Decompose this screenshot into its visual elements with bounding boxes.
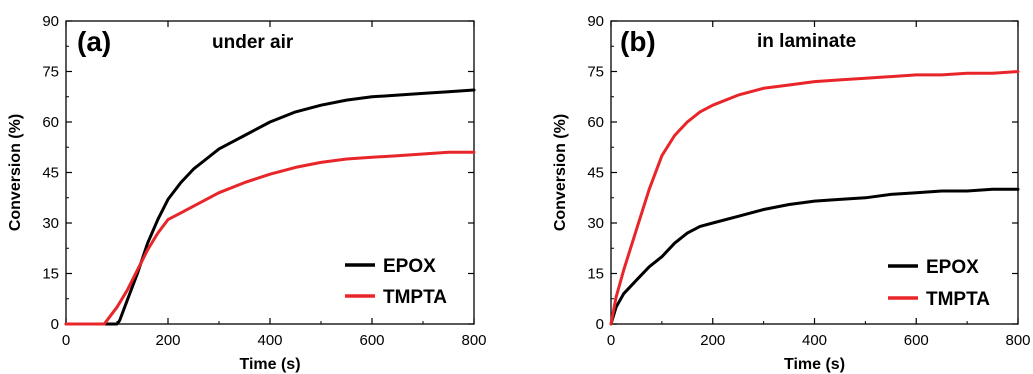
legend-label-epox: EPOX (383, 256, 436, 277)
y-tick-label: 15 (587, 266, 604, 283)
y-tick-label: 45 (587, 165, 604, 182)
legend-label-epox: EPOX (926, 257, 979, 278)
series-line-epox (609, 187, 1020, 326)
plot-frame (610, 20, 1019, 325)
x-axis-title: Time (s) (784, 356, 845, 373)
plot-frame (65, 20, 475, 325)
y-tick-label: 30 (587, 215, 604, 232)
x-tick-label: 200 (700, 332, 725, 349)
y-tick-label: 45 (42, 165, 59, 182)
x-tick-label: 200 (155, 332, 180, 349)
y-tick-label: 30 (42, 215, 59, 232)
chart-panel-a: 0 200 400 600 800 0 15 30 45 60 75 90 Time (s) Conver… (7, 13, 487, 373)
series-line-tmpta (609, 70, 1020, 326)
panel-label: (b) (620, 26, 656, 57)
x-tick-label: 0 (607, 332, 615, 349)
panel-title: in laminate (757, 31, 856, 52)
y-tick-label: 60 (587, 114, 604, 131)
legend-label-tmpta: TMPTA (926, 289, 990, 310)
y-tick-label: 75 (42, 64, 59, 81)
legend-label-tmpta: TMPTA (383, 287, 447, 308)
x-tick-label: 600 (904, 332, 929, 349)
y-tick-label: 15 (42, 266, 59, 283)
y-tick-label: 90 (42, 13, 59, 30)
x-tick-label: 600 (359, 332, 384, 349)
x-tick-label: 0 (62, 332, 70, 349)
y-tick-label: 0 (596, 316, 604, 333)
y-tick-label: 75 (587, 64, 604, 81)
x-axis-title: Time (s) (239, 356, 300, 373)
series-line-epox (64, 88, 476, 326)
x-tick-label: 800 (1005, 332, 1030, 349)
y-tick-label: 60 (42, 114, 59, 131)
y-tick-label: 90 (587, 13, 604, 30)
panel-title: under air (212, 32, 294, 53)
y-axis-title: Conversion (%) (7, 114, 24, 231)
chart-panel-b: 0 200 400 600 800 0 15 30 45 60 75 90 Time (s) Conver… (552, 13, 1031, 373)
series-line-tmpta (64, 150, 476, 326)
legend: EPOX TMPTA (345, 256, 447, 308)
x-tick-label: 400 (802, 332, 827, 349)
y-tick-label: 0 (51, 316, 59, 333)
panel-label: (a) (77, 26, 111, 57)
y-axis-title: Conversion (%) (552, 114, 569, 231)
legend: EPOX TMPTA (888, 257, 990, 310)
x-tick-label: 800 (461, 332, 486, 349)
x-tick-label: 400 (257, 332, 282, 349)
